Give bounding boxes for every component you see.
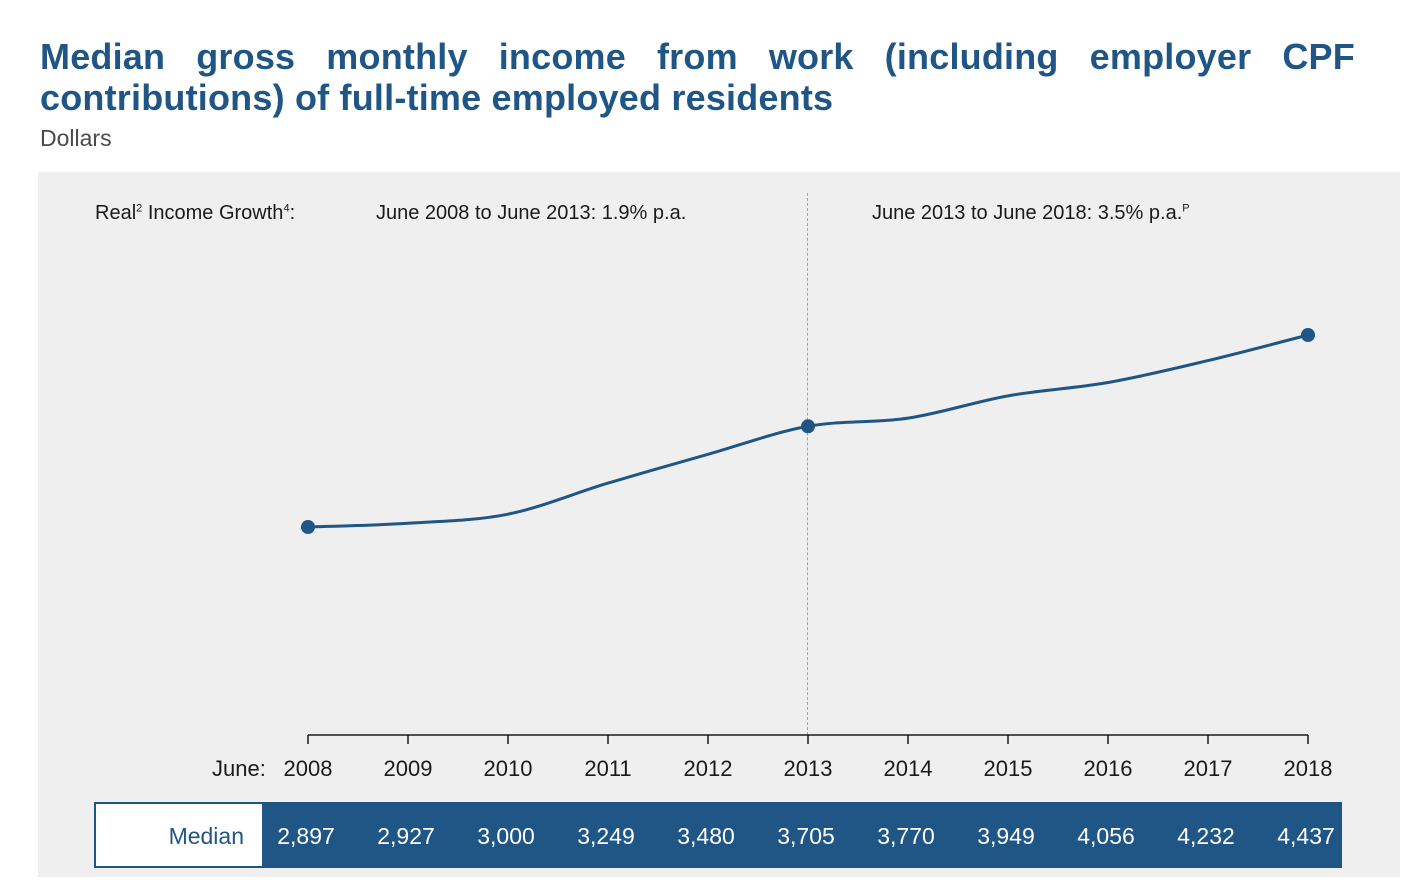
x-tick-label-2013: 2013 <box>783 756 833 781</box>
data-point-2015 <box>1006 394 1010 398</box>
title-word: work <box>768 36 854 77</box>
title-word: monthly <box>326 36 468 77</box>
data-point-2008 <box>301 520 315 534</box>
title-word: employer <box>1089 36 1252 77</box>
growth-label-colon: : <box>289 202 296 224</box>
median-row-label: Median <box>168 823 244 849</box>
x-tick-label-2018: 2018 <box>1283 756 1333 781</box>
data-point-2017 <box>1206 359 1210 363</box>
x-axis-prefix: June: <box>212 756 266 781</box>
median-value-2010: 3,000 <box>477 823 535 849</box>
data-point-2013 <box>801 419 815 434</box>
data-point-2014 <box>906 416 910 420</box>
growth-label: Real2 Income Growth4: <box>95 200 295 226</box>
title-word: Median <box>40 36 166 77</box>
x-tick-label-2016: 2016 <box>1083 756 1133 781</box>
chart-title-line-1: Median gross monthly income from work (i… <box>40 36 1355 77</box>
growth-label-rest: Income Growth <box>142 202 284 224</box>
preliminary-marker: P <box>1182 202 1190 215</box>
x-tick-label-2008: 2008 <box>283 756 333 781</box>
footnote-marker: 4 <box>283 202 290 215</box>
median-values-row <box>94 802 1342 868</box>
title-word: gross <box>196 36 296 77</box>
growth-period-2013-2018: June 2013 to June 2018: 3.5% p.a.P <box>872 200 1190 226</box>
growth-period-2008-2013: June 2008 to June 2013: 1.9% p.a. <box>376 202 687 224</box>
chart-subtitle: Dollars <box>40 125 112 151</box>
median-value-2017: 4,232 <box>1177 823 1235 849</box>
title-word: CPF <box>1282 36 1355 77</box>
data-point-2010 <box>506 512 510 516</box>
title-word: income <box>498 36 626 77</box>
x-tick-label-2011: 2011 <box>584 756 632 781</box>
median-value-2008: 2,897 <box>277 823 335 849</box>
growth-period-2-text: June 2013 to June 2018: 3.5% p.a. <box>872 202 1183 224</box>
x-tick-label-2014: 2014 <box>883 756 933 781</box>
median-value-2009: 2,927 <box>377 823 435 849</box>
median-value-2012: 3,480 <box>677 823 735 849</box>
title-word: (including <box>884 36 1059 77</box>
period-divider-line <box>807 193 808 735</box>
median-value-2011: 3,249 <box>577 823 635 849</box>
x-tick-label-2012: 2012 <box>683 756 733 781</box>
median-label-box <box>94 802 264 868</box>
data-point-2011 <box>606 481 610 485</box>
chart-title: Median gross monthly income from work (i… <box>40 36 1355 118</box>
footnote-marker: 2 <box>136 202 143 215</box>
data-point-2009 <box>406 521 410 525</box>
data-point-2016 <box>1106 381 1110 385</box>
data-point-2012 <box>706 452 710 456</box>
x-tick-label-2009: 2009 <box>383 756 433 781</box>
x-tick-label-2017: 2017 <box>1183 756 1233 781</box>
median-value-2016: 4,056 <box>1077 823 1135 849</box>
median-value-2014: 3,770 <box>877 823 935 849</box>
x-tick-label-2015: 2015 <box>983 756 1033 781</box>
chart-panel <box>38 172 1400 877</box>
median-value-2013: 3,705 <box>777 823 835 849</box>
median-value-2018: 4,437 <box>1277 823 1335 849</box>
x-tick-label-2010: 2010 <box>483 756 533 781</box>
data-point-2018 <box>1301 328 1315 342</box>
title-word: from <box>656 36 738 77</box>
growth-label-word: Real <box>95 202 137 224</box>
median-value-2015: 3,949 <box>977 823 1035 849</box>
chart-title-line-2: contributions) of full-time employed res… <box>40 77 834 118</box>
